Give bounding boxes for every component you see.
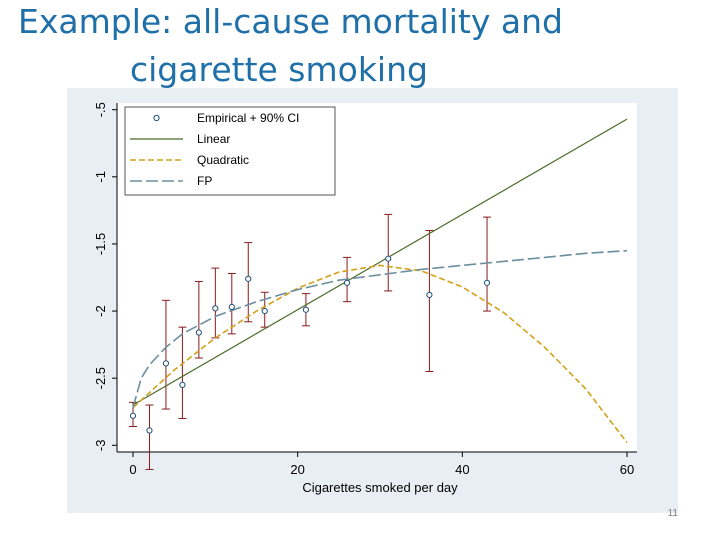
page-number: 11 bbox=[667, 508, 678, 519]
empirical-point bbox=[162, 360, 170, 367]
slide-title-line-2: cigarette smoking bbox=[130, 50, 428, 89]
empirical-point bbox=[261, 307, 268, 315]
empirical-point bbox=[483, 279, 491, 286]
legend-label: Empirical + 90% CI bbox=[197, 111, 299, 125]
series-line-fp bbox=[132, 249, 628, 408]
slide-title-line-1: Example: all-cause mortality and bbox=[18, 2, 563, 41]
y-tick-label: -.5 bbox=[93, 102, 108, 117]
empirical-point bbox=[426, 291, 433, 299]
empirical-point bbox=[179, 381, 186, 388]
mortality-chart: 0 20 40 60 -3 -2.5 -2 -1.5 -1 -.5 Empirical + 90%… bbox=[93, 102, 637, 495]
legend-box bbox=[124, 106, 336, 196]
legend-label: Quadratic bbox=[197, 153, 249, 167]
series-line-linear bbox=[132, 118, 628, 406]
empirical-point bbox=[302, 306, 309, 313]
x-tick-label: 40 bbox=[455, 462, 469, 477]
empirical-point bbox=[195, 329, 202, 336]
empirical-point bbox=[212, 305, 219, 312]
empirical-point bbox=[228, 303, 235, 311]
x-axis-label: Cigarettes smoked per day bbox=[302, 480, 458, 495]
empirical-point bbox=[146, 427, 153, 434]
empirical-point bbox=[129, 412, 137, 419]
y-tick-label: -2 bbox=[93, 305, 108, 317]
x-tick-label: 0 bbox=[129, 462, 136, 477]
chart-panel: 0 20 40 60 -3 -2.5 -2 -1.5 -1 -.5 Empirical + 90%… bbox=[67, 88, 678, 513]
x-tick-label: 60 bbox=[620, 462, 634, 477]
empirical-point bbox=[245, 275, 252, 282]
empirical-point bbox=[385, 255, 392, 262]
y-tick-label: -1.5 bbox=[93, 233, 108, 255]
legend-label: FP bbox=[197, 174, 212, 188]
y-tick-label: -3 bbox=[93, 440, 108, 452]
legend-label: Linear bbox=[197, 132, 230, 146]
empirical-point bbox=[343, 279, 351, 286]
y-tick-label: -2.5 bbox=[93, 367, 108, 389]
y-tick-label: -1 bbox=[93, 171, 108, 183]
series-line-quadratic bbox=[132, 264, 628, 444]
x-tick-label: 20 bbox=[290, 462, 304, 477]
legend-marker-empirical bbox=[153, 114, 160, 122]
